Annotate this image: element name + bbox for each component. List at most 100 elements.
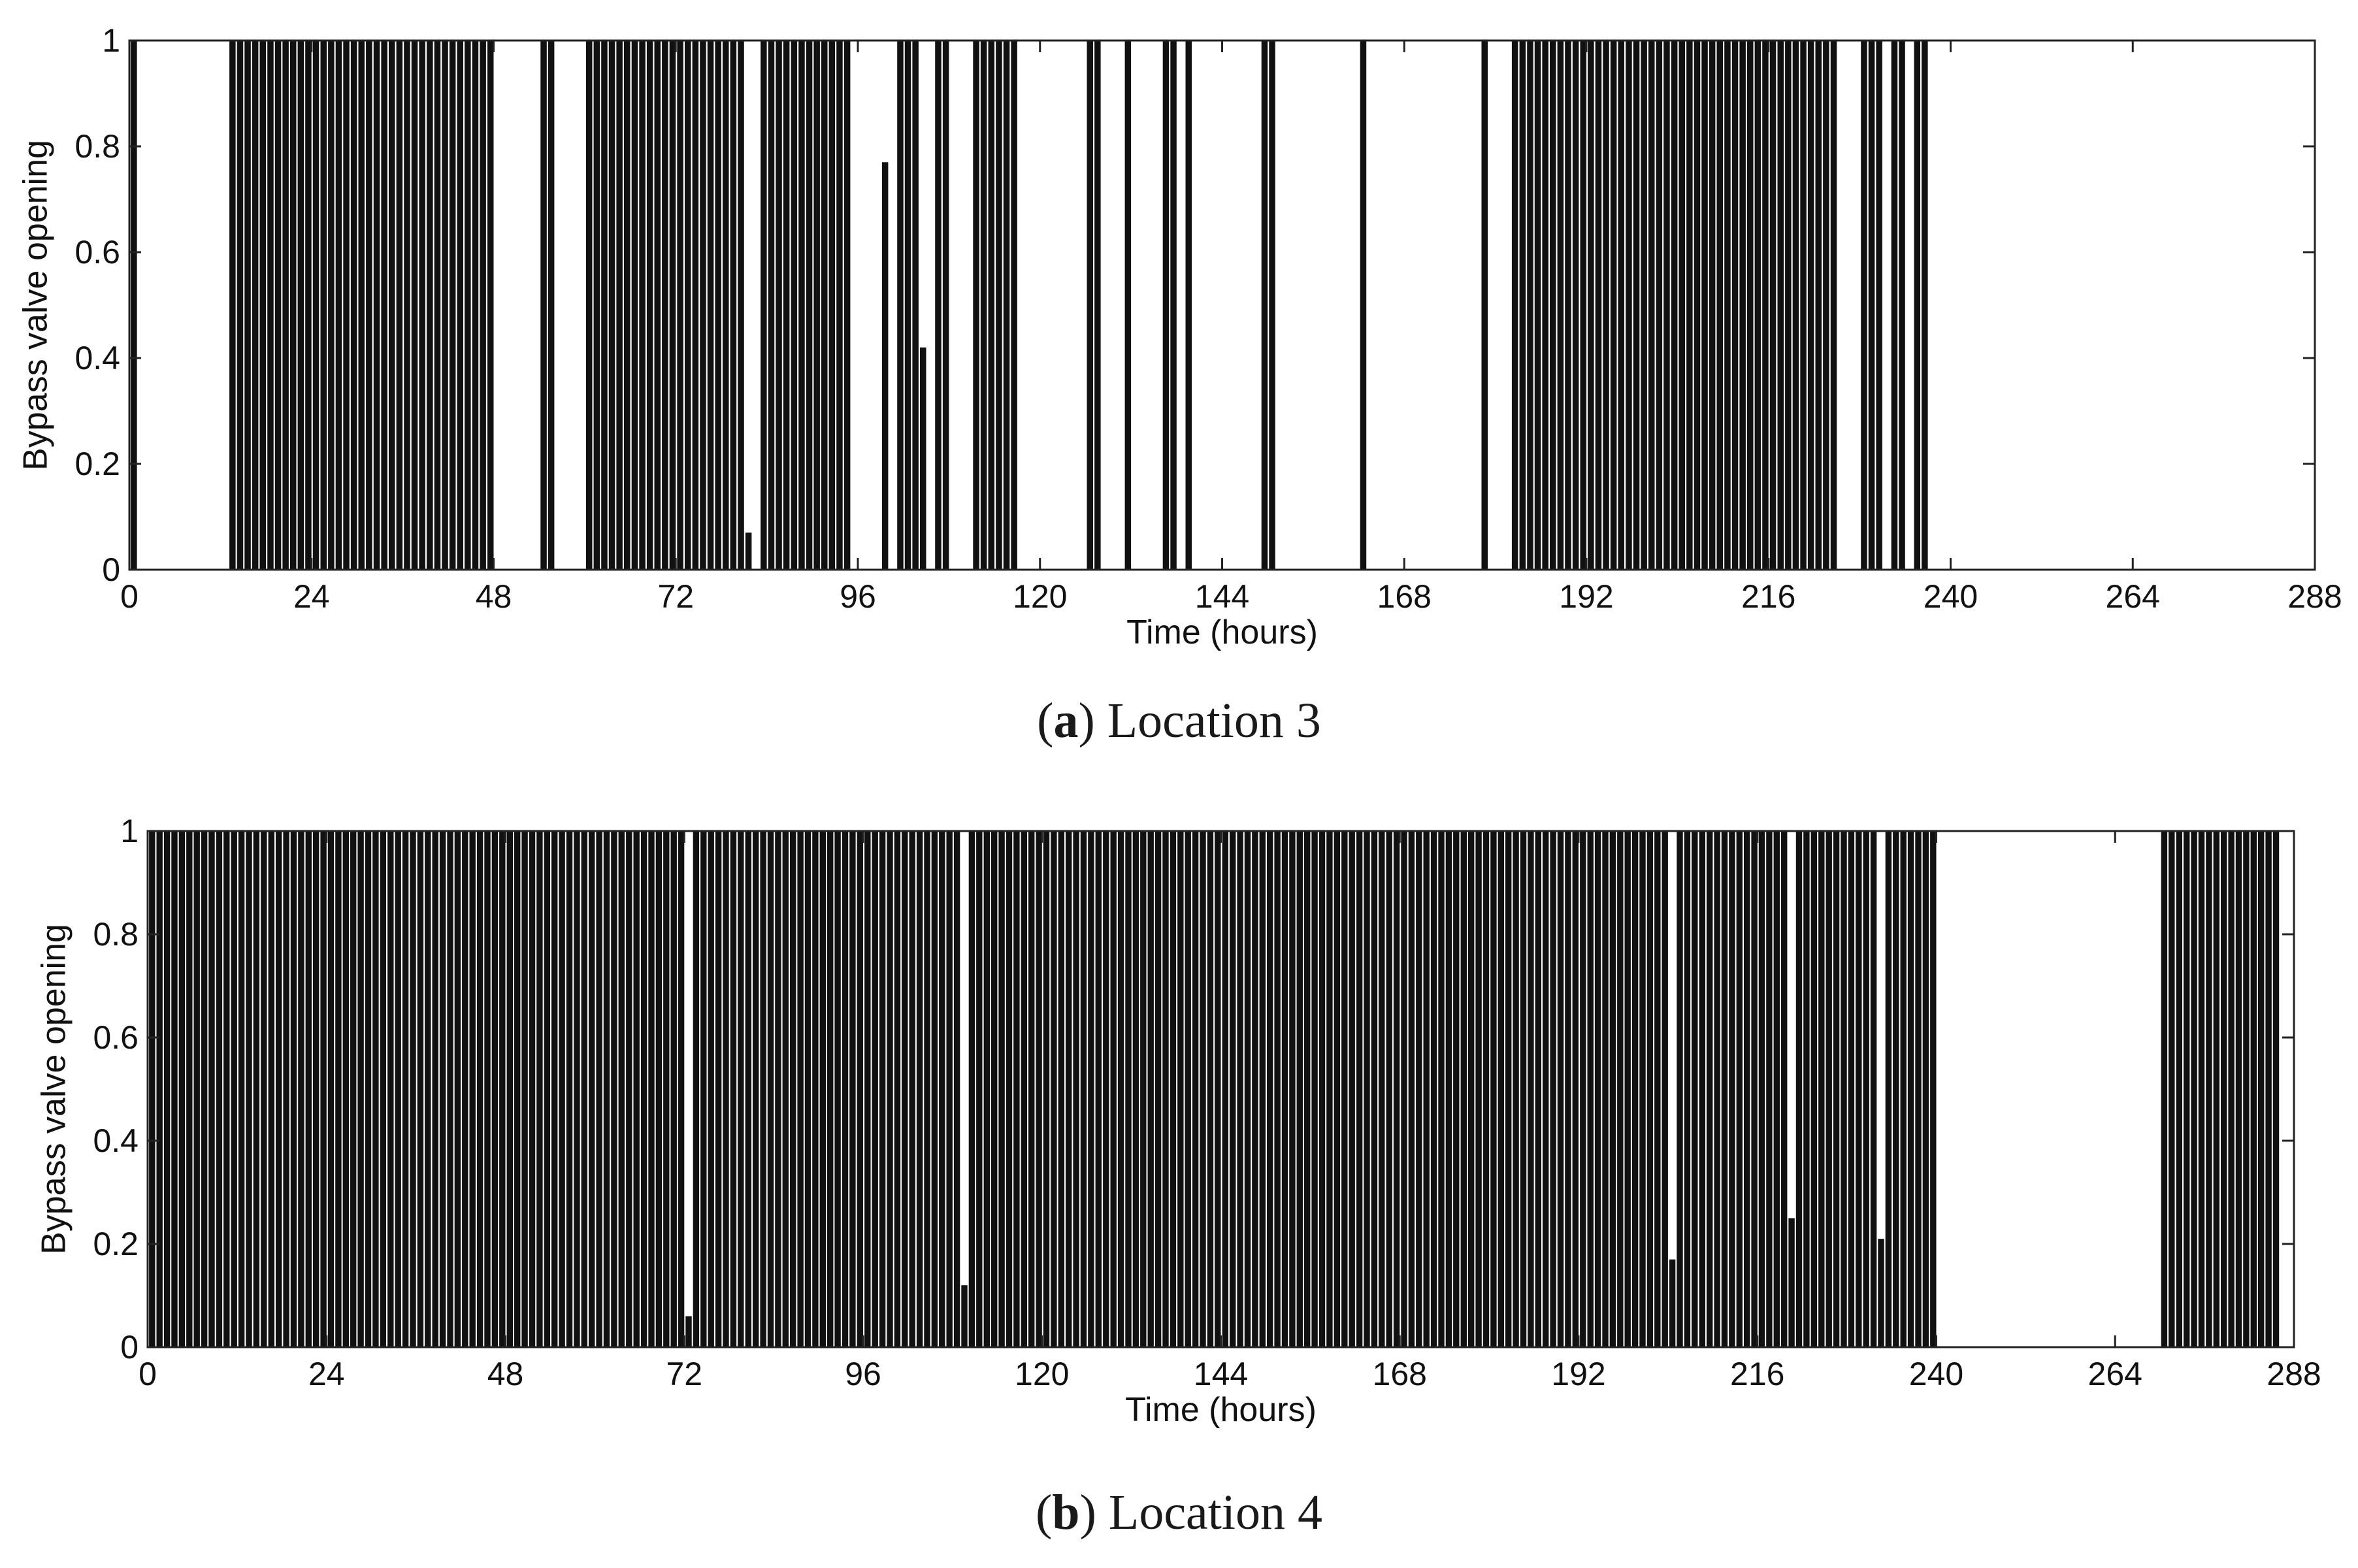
bar bbox=[366, 41, 372, 570]
bar bbox=[738, 831, 744, 1347]
bar bbox=[2191, 831, 2197, 1347]
bar bbox=[2206, 831, 2212, 1347]
bar bbox=[1468, 831, 1475, 1347]
bar bbox=[924, 831, 930, 1347]
bar bbox=[274, 41, 282, 570]
bar bbox=[1565, 831, 1571, 1347]
x-tick-label: 216 bbox=[1741, 578, 1795, 615]
bar bbox=[1080, 831, 1087, 1347]
bar bbox=[1304, 831, 1311, 1347]
y-tick-label: 0.8 bbox=[74, 128, 120, 165]
bar bbox=[514, 831, 521, 1347]
bar bbox=[1557, 41, 1564, 570]
bar bbox=[782, 831, 789, 1347]
bar bbox=[328, 41, 335, 570]
bar bbox=[2213, 831, 2219, 1347]
bar bbox=[476, 831, 483, 1347]
x-tick-label: 168 bbox=[1377, 578, 1432, 615]
bar bbox=[156, 831, 163, 1347]
bar bbox=[775, 831, 781, 1347]
bar bbox=[639, 41, 646, 570]
bar bbox=[2272, 831, 2280, 1347]
bar bbox=[1066, 831, 1072, 1347]
bar bbox=[1830, 41, 1837, 570]
bar bbox=[1716, 41, 1723, 570]
bar bbox=[1110, 831, 1117, 1347]
bar bbox=[1747, 41, 1754, 570]
bar bbox=[1140, 831, 1147, 1347]
bar bbox=[327, 831, 335, 1347]
x-tick-label: 24 bbox=[293, 578, 330, 615]
bar bbox=[357, 831, 364, 1347]
bar bbox=[745, 532, 752, 570]
bar bbox=[193, 831, 200, 1347]
bar bbox=[2198, 831, 2205, 1347]
bar bbox=[472, 41, 479, 570]
bar bbox=[559, 831, 565, 1347]
bar bbox=[149, 831, 156, 1347]
bar bbox=[1795, 831, 1803, 1347]
bar bbox=[208, 831, 215, 1347]
bar bbox=[171, 831, 178, 1347]
bar bbox=[1751, 831, 1758, 1347]
y-axis-label: Bypass valve opening bbox=[17, 140, 55, 470]
bar bbox=[708, 831, 714, 1347]
bar bbox=[290, 831, 297, 1347]
bar bbox=[700, 831, 707, 1347]
bar bbox=[1930, 831, 1937, 1347]
bar bbox=[1669, 1259, 1676, 1347]
bar bbox=[624, 41, 630, 570]
y-tick-label: 0 bbox=[120, 1329, 139, 1365]
bar bbox=[996, 41, 1002, 570]
x-tick-label: 216 bbox=[1730, 1356, 1784, 1392]
x-tick-label: 144 bbox=[1195, 578, 1249, 615]
bar bbox=[2235, 831, 2242, 1347]
bar bbox=[499, 831, 506, 1347]
bar bbox=[904, 41, 911, 570]
bar bbox=[961, 1285, 968, 1347]
bar bbox=[252, 41, 259, 570]
y-tick-label: 0.4 bbox=[74, 340, 120, 376]
x-tick-label: 120 bbox=[1013, 578, 1067, 615]
bar bbox=[1848, 831, 1855, 1347]
bar bbox=[1724, 41, 1731, 570]
bar bbox=[1117, 831, 1124, 1347]
bar bbox=[1907, 831, 1914, 1347]
bar bbox=[1095, 831, 1102, 1347]
x-tick-label: 240 bbox=[1909, 1356, 1963, 1392]
x-axis-label: Time (hours) bbox=[1125, 1391, 1317, 1429]
bar bbox=[491, 831, 499, 1347]
bar bbox=[1269, 41, 1275, 570]
bar bbox=[425, 831, 431, 1347]
bar bbox=[1438, 831, 1445, 1347]
bar bbox=[1318, 831, 1326, 1347]
bar bbox=[1861, 41, 1867, 570]
bar bbox=[946, 831, 953, 1347]
bar bbox=[646, 41, 653, 570]
bar bbox=[715, 831, 722, 1347]
bar bbox=[685, 1316, 692, 1347]
bar bbox=[1349, 831, 1355, 1347]
x-tick-label: 288 bbox=[2267, 1356, 2321, 1392]
y-tick-label: 0 bbox=[102, 551, 120, 588]
bar bbox=[1200, 831, 1206, 1347]
bar bbox=[670, 831, 677, 1347]
bar bbox=[1460, 831, 1467, 1347]
bar bbox=[1818, 831, 1825, 1347]
bar bbox=[1878, 1239, 1884, 1347]
bar bbox=[290, 41, 297, 570]
bar bbox=[1684, 831, 1691, 1347]
x-tick-label: 48 bbox=[487, 1356, 524, 1392]
bar bbox=[626, 831, 632, 1347]
bar bbox=[402, 831, 409, 1347]
bar bbox=[1341, 831, 1348, 1347]
caption-text: Location 4 bbox=[1108, 1485, 1323, 1540]
bar bbox=[1662, 831, 1668, 1347]
bar bbox=[879, 831, 886, 1347]
bar bbox=[342, 831, 349, 1347]
bar bbox=[1744, 831, 1750, 1347]
bar bbox=[178, 831, 186, 1347]
bar bbox=[812, 831, 819, 1347]
bar bbox=[365, 831, 372, 1347]
bar bbox=[1922, 41, 1928, 570]
